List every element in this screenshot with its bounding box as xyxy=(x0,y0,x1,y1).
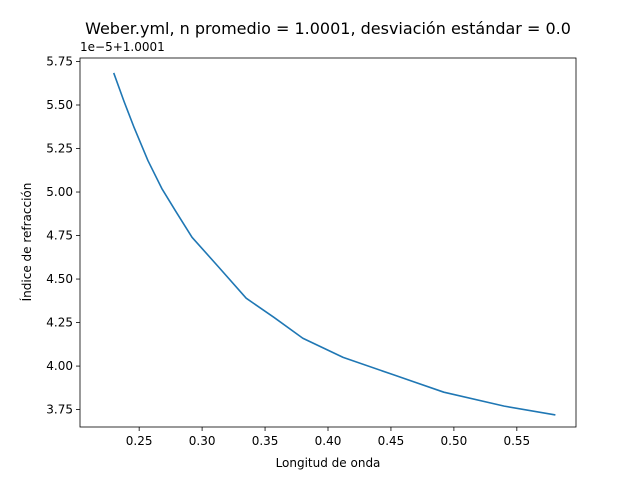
y-tick-label: 5.25 xyxy=(46,142,73,156)
y-tick-label: 5.00 xyxy=(46,185,73,199)
y-tick-label: 4.50 xyxy=(46,272,73,286)
x-axis-label: Longitud de onda xyxy=(276,456,381,470)
y-axis-label: Índice de refracción xyxy=(19,183,34,302)
y-axis-ticks: 3.75 4.00 4.25 4.50 4.75 5.00 5.25 5.50 5.75 xyxy=(46,54,80,417)
y-tick-label: 3.75 xyxy=(46,403,73,417)
series-line xyxy=(112,72,556,416)
x-tick-label: 0.50 xyxy=(441,434,468,448)
x-tick-label: 0.35 xyxy=(252,434,279,448)
x-tick-label: 0.45 xyxy=(378,434,405,448)
y-offset-text: 1e−5+1.0001 xyxy=(80,40,165,54)
y-tick-label: 4.00 xyxy=(46,359,73,373)
x-tick-label: 0.30 xyxy=(189,434,216,448)
y-tick-label: 4.25 xyxy=(46,316,73,330)
series-layer xyxy=(112,72,556,416)
x-tick-label: 0.40 xyxy=(315,434,342,448)
x-tick-label: 0.25 xyxy=(126,434,153,448)
x-axis-ticks: 0.25 0.30 0.35 0.40 0.45 0.50 0.55 xyxy=(126,427,530,448)
plot-frame xyxy=(79,57,577,428)
chart-title: Weber.yml, n promedio = 1.0001, desviaci… xyxy=(85,19,571,38)
y-tick-label: 4.75 xyxy=(46,229,73,243)
y-tick-label: 5.75 xyxy=(46,54,73,68)
x-tick-label: 0.55 xyxy=(503,434,530,448)
y-tick-label: 5.50 xyxy=(46,98,73,112)
